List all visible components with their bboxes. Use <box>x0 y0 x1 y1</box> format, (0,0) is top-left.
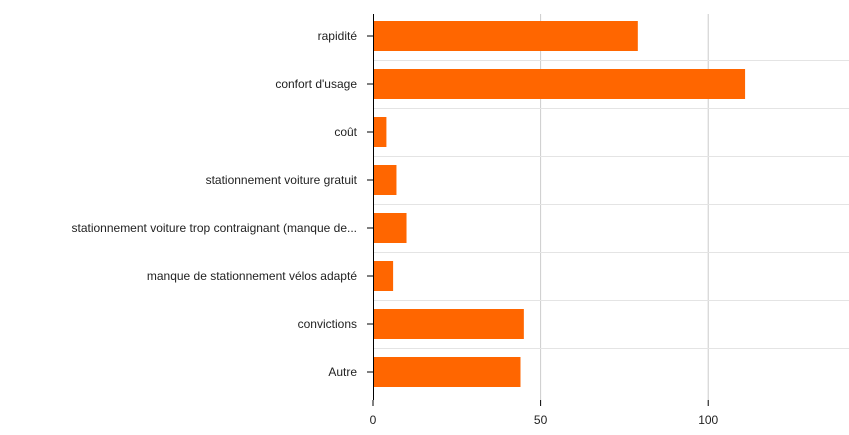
bar <box>373 357 521 387</box>
tick-labels: 0 50 100 <box>370 413 719 427</box>
bar <box>373 309 524 339</box>
x-tick-label: 0 <box>370 413 377 427</box>
bar <box>373 261 394 291</box>
category-labels: rapidité confort d'usage coût stationnement… <box>71 29 357 379</box>
category-label: Autre <box>328 365 357 379</box>
bar <box>373 21 638 51</box>
category-label: stationnement voiture trop contraignant … <box>71 221 357 235</box>
category-label: coût <box>334 125 357 139</box>
category-label: confort d'usage <box>275 77 357 91</box>
axes <box>367 14 709 406</box>
bar <box>373 213 407 243</box>
bar <box>373 69 746 99</box>
bars <box>373 21 746 387</box>
bar <box>373 165 397 195</box>
category-label: manque de stationnement vélos adapté <box>147 269 357 283</box>
category-label: rapidité <box>318 29 358 43</box>
x-tick-label: 100 <box>698 413 718 427</box>
x-tick-label: 50 <box>534 413 548 427</box>
bar <box>373 117 387 147</box>
category-label: stationnement voiture gratuit <box>206 173 358 187</box>
category-label: convictions <box>298 317 357 331</box>
